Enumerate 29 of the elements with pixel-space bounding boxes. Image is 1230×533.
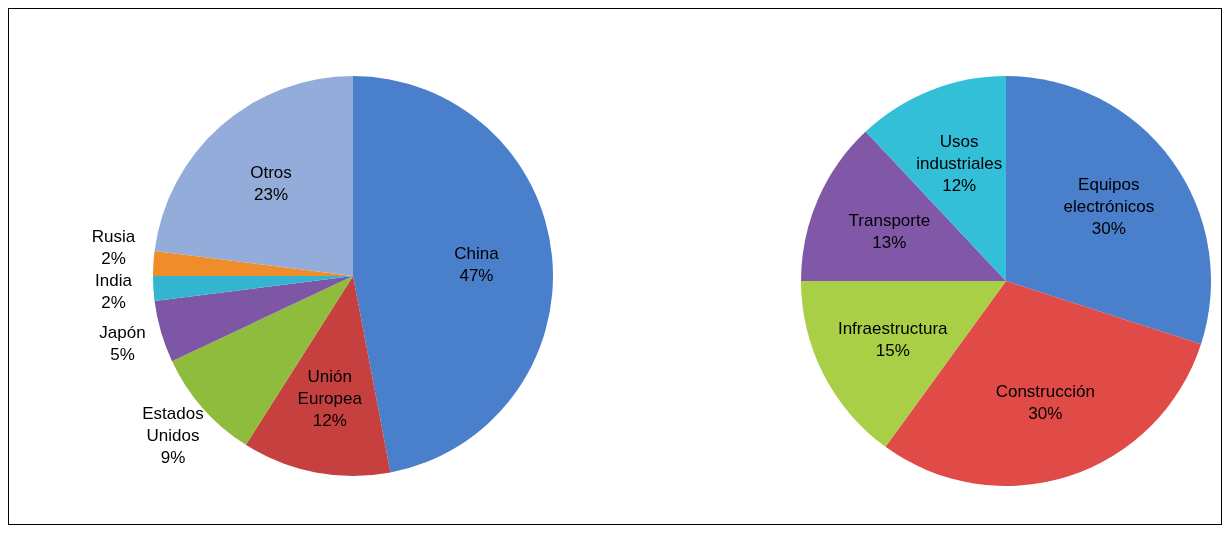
slice-label: Usos industriales <box>916 131 1003 173</box>
slice-label: Infraestructura <box>837 318 949 338</box>
data-label: 23% <box>253 184 289 204</box>
slice-label: Otros <box>250 162 292 182</box>
data-label: 47% <box>459 265 494 285</box>
data-label: 13% <box>872 232 907 252</box>
data-label: 9% <box>160 447 186 467</box>
slice-label: Unión Europea <box>297 366 363 408</box>
slice-label: Transporte <box>848 210 931 230</box>
pie-slice <box>154 76 353 276</box>
data-label: 2% <box>101 292 126 312</box>
data-label: 12% <box>312 410 347 430</box>
slice-label: Japón <box>99 322 146 342</box>
slice-label: India <box>95 270 133 290</box>
pie-slice <box>1006 76 1211 345</box>
slice-label: Equipos electrónicos <box>1063 174 1155 216</box>
data-label: 2% <box>101 248 126 268</box>
data-label: 15% <box>875 340 910 360</box>
data-label: 30% <box>1091 218 1126 238</box>
data-label: 12% <box>942 175 977 195</box>
slice-label: Estados Unidos <box>142 403 204 445</box>
slice-label: China <box>454 243 500 263</box>
data-label: 30% <box>1028 403 1063 423</box>
pie-slice <box>801 131 1006 281</box>
pie-slice <box>154 276 353 362</box>
slice-label: Construcción <box>995 381 1095 401</box>
pie-slice <box>245 276 391 476</box>
slice-label: Rusia <box>91 226 136 246</box>
data-label: 5% <box>110 344 135 364</box>
